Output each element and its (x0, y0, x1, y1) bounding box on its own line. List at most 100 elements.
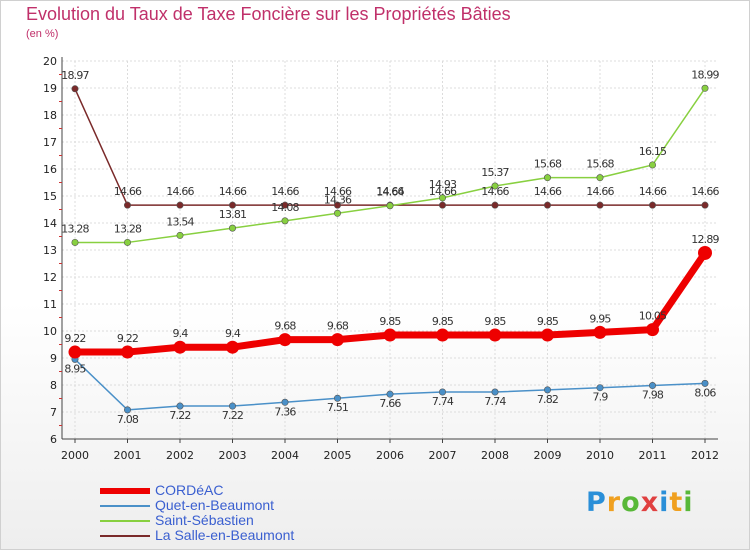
logo-letter: i (683, 487, 694, 518)
data-label: 14.66 (271, 185, 299, 198)
data-label: 9.85 (484, 315, 506, 328)
logo-letter: o (621, 487, 641, 518)
data-point (124, 238, 132, 246)
data-label: 13.28 (114, 222, 142, 235)
data-point (176, 231, 184, 239)
data-point (229, 224, 237, 232)
x-tick-label: 2007 (429, 449, 457, 462)
data-point (593, 325, 607, 339)
chart-title: Evolution du Taux de Taxe Foncière sur l… (26, 4, 511, 24)
data-label: 14.64 (376, 186, 404, 199)
y-tick-label: 11 (43, 298, 57, 311)
x-tick-label: 2002 (166, 449, 194, 462)
data-point (648, 161, 656, 169)
data-label: 15.68 (586, 158, 614, 171)
data-point (438, 194, 446, 202)
data-label: 14.66 (639, 185, 667, 198)
data-point (333, 201, 341, 209)
data-label: 14.66 (114, 185, 142, 198)
y-tick-label: 17 (43, 136, 57, 149)
data-point (281, 201, 289, 209)
y-tick-label: 16 (43, 163, 57, 176)
data-point (596, 384, 604, 392)
data-label: 14.93 (429, 178, 457, 191)
data-label: 9.85 (537, 315, 559, 328)
y-tick-label: 12 (43, 271, 57, 284)
data-label: 14.66 (376, 185, 404, 198)
data-point (121, 345, 134, 359)
data-label: 10.05 (639, 310, 667, 323)
data-label: 9.22 (117, 332, 138, 345)
data-label: 7.36 (274, 405, 296, 418)
data-point (71, 85, 79, 93)
data-label: 12.89 (691, 233, 719, 246)
data-point (226, 340, 239, 354)
data-point (176, 402, 184, 410)
data-point (543, 201, 551, 209)
data-point (333, 394, 341, 402)
data-label: 14.36 (324, 193, 352, 206)
x-tick-label: 2010 (586, 449, 614, 462)
y-tick-label: 7 (50, 406, 57, 419)
x-tick-label: 2008 (481, 449, 509, 462)
data-label: 7.98 (642, 389, 664, 402)
data-point (541, 328, 554, 342)
data-point (646, 323, 659, 337)
y-tick-label: 15 (43, 190, 57, 203)
y-tick-label: 13 (43, 244, 57, 257)
data-label: 7.74 (432, 395, 454, 408)
data-point (68, 345, 82, 359)
data-label: 7.22 (169, 409, 190, 422)
data-label: 18.97 (61, 69, 89, 82)
x-tick-label: 2011 (639, 449, 667, 462)
data-label: 9.4 (225, 327, 241, 340)
logo-letter: t (669, 487, 684, 518)
data-point (386, 390, 394, 398)
data-label: 14.66 (534, 185, 562, 198)
data-point (596, 201, 604, 209)
data-point (491, 388, 499, 396)
logo-letter: x (640, 487, 660, 518)
data-label: 9.85 (379, 315, 401, 328)
data-point (438, 388, 446, 396)
legend-label: Quet-en-Beaumont (155, 497, 275, 513)
data-point (648, 382, 656, 390)
data-label: 18.99 (691, 68, 719, 81)
data-label: 14.66 (429, 185, 457, 198)
y-tick-label: 19 (43, 82, 57, 95)
data-label: 7.66 (379, 397, 401, 410)
y-tick-label: 14 (43, 217, 57, 230)
x-tick-label: 2009 (534, 449, 562, 462)
data-label: 9.22 (64, 332, 85, 345)
data-point (596, 174, 604, 182)
logo-letter: i (659, 487, 670, 518)
data-label: 7.08 (117, 413, 139, 426)
line-chart: 6 7 8 9 10 11 12 13 14 15 16 17 18 19 20 2000 2001 2002 20… (43, 55, 720, 462)
data-label: 16.15 (639, 145, 667, 158)
y-tick-label: 6 (50, 433, 57, 446)
y-tick-label: 20 (43, 55, 57, 68)
data-label: 14.66 (691, 185, 719, 198)
data-point (386, 202, 394, 210)
data-point (333, 209, 341, 217)
data-point (281, 398, 289, 406)
logo-letter: r (606, 487, 622, 518)
data-point (124, 406, 132, 414)
x-tick-label: 2003 (219, 449, 247, 462)
data-point (278, 333, 292, 347)
unit-label: (en %) (26, 28, 59, 40)
data-label: 9.68 (274, 320, 296, 333)
data-point (438, 201, 446, 209)
data-label: 14.08 (271, 201, 299, 214)
data-point (124, 201, 132, 209)
data-point (331, 333, 344, 347)
y-tick-label: 18 (43, 109, 57, 122)
data-point (701, 379, 709, 387)
legend-label: La Salle-en-Beaumont (155, 527, 295, 543)
data-point (491, 182, 499, 190)
data-label: 14.66 (324, 185, 352, 198)
data-label: 14.66 (586, 185, 614, 198)
data-label: 9.4 (172, 327, 188, 340)
data-label: 9.68 (327, 320, 349, 333)
